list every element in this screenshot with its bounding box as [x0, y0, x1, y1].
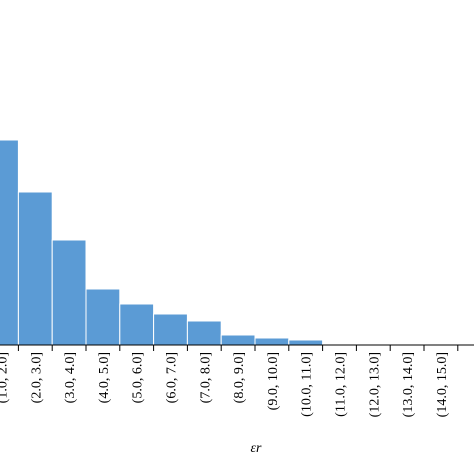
bar — [17, 191, 53, 346]
bar — [0, 139, 19, 346]
x-tick-label: (6.0, 7.0] — [165, 352, 180, 403]
x-tick-label: (1.0, 2.0] — [0, 352, 11, 403]
x-tick-label: (7.0, 8.0] — [198, 352, 213, 403]
x-tick-label: (12.0, 13.0] — [367, 352, 382, 417]
x-tick-label: (9.0, 10.0] — [266, 352, 281, 410]
bar — [51, 239, 87, 346]
x-tick-label: (2.0, 3.0] — [29, 352, 44, 403]
x-tick-label: (8.0, 9.0] — [232, 352, 247, 403]
x-tick-label: (11.0, 12.0] — [334, 352, 349, 417]
bar — [186, 320, 222, 346]
x-tick-label: (13.0, 14.0] — [401, 352, 416, 417]
x-tick-label: (14.0, 15.0] — [435, 352, 450, 417]
x-tick-label: (10.0, 11.0] — [300, 352, 315, 417]
bar — [119, 303, 155, 346]
x-tick-label: (3.0, 4.0] — [63, 352, 78, 403]
x-tick-label: (4.0, 5.0] — [97, 352, 112, 403]
bar — [153, 313, 188, 346]
bar — [220, 334, 256, 346]
x-axis-label: εr — [251, 441, 263, 456]
bar — [254, 337, 290, 346]
x-tick-label: (5.0, 6.0] — [131, 352, 146, 403]
bar — [288, 339, 324, 346]
bar — [85, 288, 121, 346]
